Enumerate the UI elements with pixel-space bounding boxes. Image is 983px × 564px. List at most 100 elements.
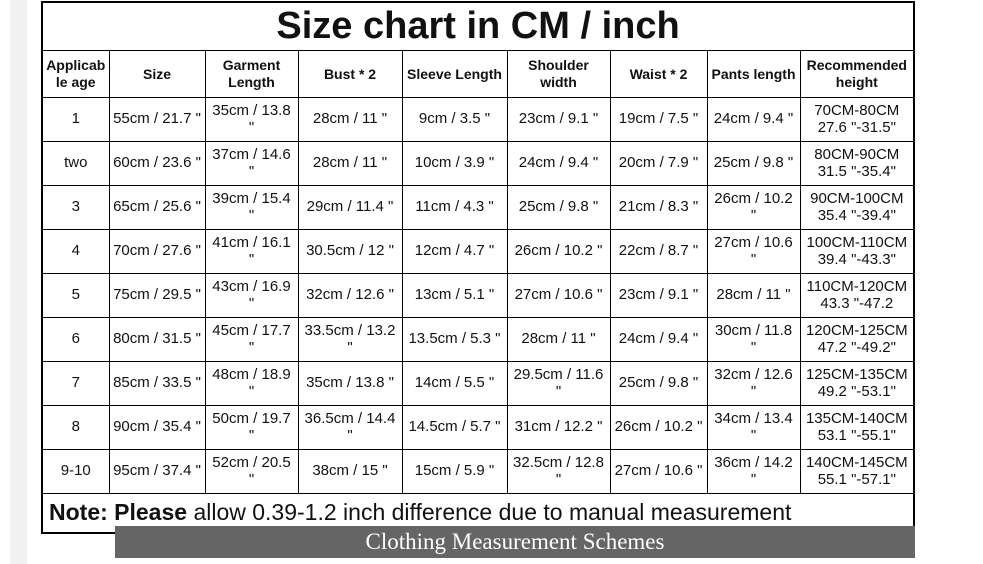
measurement-cell: 31cm / 12.2 "	[506, 404, 611, 450]
measurement-cell: 37cm / 14.6 "	[204, 140, 299, 186]
measurement-cell: 32cm / 12.6 "	[706, 360, 801, 406]
measurement-cell: 100CM-110CM 39.4 "-43.3"	[799, 228, 915, 274]
measurement-cell: 9cm / 3.5 "	[401, 96, 508, 142]
measurement-cell: 75cm / 29.5 "	[108, 272, 206, 318]
measurement-cell: 70cm / 27.6 "	[108, 228, 206, 274]
bottom-banner: Clothing Measurement Schemes	[115, 526, 915, 558]
measurement-cell: 90cm / 35.4 "	[108, 404, 206, 450]
measurement-cell: 28cm / 11 "	[506, 316, 611, 362]
measurement-cell: 27cm / 10.6 "	[706, 228, 801, 274]
col-header-sleeve-length: Sleeve Length	[401, 49, 508, 98]
page-margin-strip	[10, 0, 27, 564]
measurement-cell: 70CM-80CM 27.6 "-31.5"	[799, 96, 915, 142]
measurement-cell: 39cm / 15.4 "	[204, 184, 299, 230]
table-row: 8 90cm / 35.4 " 50cm / 19.7 " 36.5cm / 14.4…	[41, 404, 915, 450]
measurement-cell: 21cm / 8.3 "	[609, 184, 708, 230]
measurement-cell: 19cm / 7.5 "	[609, 96, 708, 142]
measurement-cell: 29cm / 11.4 "	[297, 184, 403, 230]
measurement-cell: 22cm / 8.7 "	[609, 228, 708, 274]
measurement-cell: 26cm / 10.2 "	[506, 228, 611, 274]
measurement-cell: 120CM-125CM 47.2 "-49.2"	[799, 316, 915, 362]
measurement-cell: 32cm / 12.6 "	[297, 272, 403, 318]
age-cell: 6	[41, 316, 110, 362]
measurement-cell: 35cm / 13.8 "	[297, 360, 403, 406]
col-header-garment-length: Garment Length	[204, 49, 299, 98]
measurement-cell: 80cm / 31.5 "	[108, 316, 206, 362]
age-cell: 9-10	[41, 448, 110, 494]
table-row: 9-10 95cm / 37.4 " 52cm / 20.5 " 38cm / 15 …	[41, 448, 915, 494]
measurement-cell: 24cm / 9.4 "	[609, 316, 708, 362]
table-row: 5 75cm / 29.5 " 43cm / 16.9 " 32cm / 12.6 "…	[41, 272, 915, 318]
measurement-cell: 32.5cm / 12.8 "	[506, 448, 611, 494]
measurement-cell: 27cm / 10.6 "	[609, 448, 708, 494]
measurement-cell: 24cm / 9.4 "	[706, 96, 801, 142]
table-row: two 60cm / 23.6 " 37cm / 14.6 " 28cm / 11 "…	[41, 140, 915, 186]
measurement-cell: 36cm / 14.2 "	[706, 448, 801, 494]
measurement-cell: 41cm / 16.1 "	[204, 228, 299, 274]
measurement-cell: 11cm / 4.3 "	[401, 184, 508, 230]
measurement-cell: 30.5cm / 12 "	[297, 228, 403, 274]
measurement-cell: 125CM-135CM 49.2 "-53.1"	[799, 360, 915, 406]
title-row: Size chart in CM / inch	[41, 1, 915, 51]
age-cell: two	[41, 140, 110, 186]
measurement-cell: 30cm / 11.8 "	[706, 316, 801, 362]
measurement-cell: 28cm / 11 "	[706, 272, 801, 318]
measurement-cell: 23cm / 9.1 "	[506, 96, 611, 142]
size-chart-table: Size chart in CM / inch Applicable age S…	[41, 1, 916, 534]
header-row: Applicable age Size Garment Length Bust …	[41, 49, 915, 98]
table-row: 1 55cm / 21.7 " 35cm / 13.8 " 28cm / 11 " 9c…	[41, 96, 915, 142]
col-header-bust: Bust * 2	[297, 49, 403, 98]
measurement-cell: 52cm / 20.5 "	[204, 448, 299, 494]
measurement-cell: 38cm / 15 "	[297, 448, 403, 494]
table-row: 3 65cm / 25.6 " 39cm / 15.4 " 29cm / 11.4 "…	[41, 184, 915, 230]
measurement-cell: 55cm / 21.7 "	[108, 96, 206, 142]
measurement-cell: 60cm / 23.6 "	[108, 140, 206, 186]
col-header-shoulder-width: Shoulder width	[506, 49, 611, 98]
col-header-pants-length: Pants length	[706, 49, 801, 98]
measurement-cell: 43cm / 16.9 "	[204, 272, 299, 318]
measurement-cell: 110CM-120CM 43.3 "-47.2	[799, 272, 915, 318]
page-title: Size chart in CM / inch	[41, 1, 915, 51]
measurement-cell: 26cm / 10.2 "	[706, 184, 801, 230]
col-header-waist: Waist * 2	[609, 49, 708, 98]
measurement-cell: 85cm / 33.5 "	[108, 360, 206, 406]
measurement-cell: 10cm / 3.9 "	[401, 140, 508, 186]
measurement-cell: 28cm / 11 "	[297, 96, 403, 142]
age-cell: 8	[41, 404, 110, 450]
col-header-size: Size	[108, 49, 206, 98]
measurement-cell: 28cm / 11 "	[297, 140, 403, 186]
note-bold-text: Note: Please	[49, 499, 188, 526]
measurement-cell: 25cm / 9.8 "	[609, 360, 708, 406]
measurement-cell: 33.5cm / 13.2 "	[297, 316, 403, 362]
measurement-cell: 95cm / 37.4 "	[108, 448, 206, 494]
measurement-cell: 36.5cm / 14.4 "	[297, 404, 403, 450]
measurement-cell: 12cm / 4.7 "	[401, 228, 508, 274]
measurement-cell: 48cm / 18.9 "	[204, 360, 299, 406]
note-regular-text: allow 0.39-1.2 inch difference due to ma…	[187, 499, 792, 526]
measurement-cell: 24cm / 9.4 "	[506, 140, 611, 186]
measurement-cell: 45cm / 17.7 "	[204, 316, 299, 362]
measurement-cell: 14.5cm / 5.7 "	[401, 404, 508, 450]
age-cell: 5	[41, 272, 110, 318]
measurement-cell: 13cm / 5.1 "	[401, 272, 508, 318]
col-header-applicable-age: Applicable age	[41, 49, 110, 98]
measurement-cell: 15cm / 5.9 "	[401, 448, 508, 494]
measurement-cell: 13.5cm / 5.3 "	[401, 316, 508, 362]
measurement-cell: 140CM-145CM 55.1 "-57.1"	[799, 448, 915, 494]
table-row: 7 85cm / 33.5 " 48cm / 18.9 " 35cm / 13.8 "…	[41, 360, 915, 406]
col-header-recommended-height: Recommended height	[799, 49, 915, 98]
measurement-cell: 35cm / 13.8 "	[204, 96, 299, 142]
measurement-cell: 34cm / 13.4 "	[706, 404, 801, 450]
age-cell: 1	[41, 96, 110, 142]
measurement-cell: 80CM-90CM 31.5 "-35.4"	[799, 140, 915, 186]
measurement-cell: 20cm / 7.9 "	[609, 140, 708, 186]
measurement-cell: 65cm / 25.6 "	[108, 184, 206, 230]
age-cell: 7	[41, 360, 110, 406]
measurement-cell: 14cm / 5.5 "	[401, 360, 508, 406]
table-body: Size chart in CM / inch Applicable age S…	[41, 1, 915, 534]
age-cell: 3	[41, 184, 110, 230]
measurement-cell: 25cm / 9.8 "	[706, 140, 801, 186]
measurement-cell: 90CM-100CM 35.4 "-39.4"	[799, 184, 915, 230]
measurement-cell: 26cm / 10.2 "	[609, 404, 708, 450]
